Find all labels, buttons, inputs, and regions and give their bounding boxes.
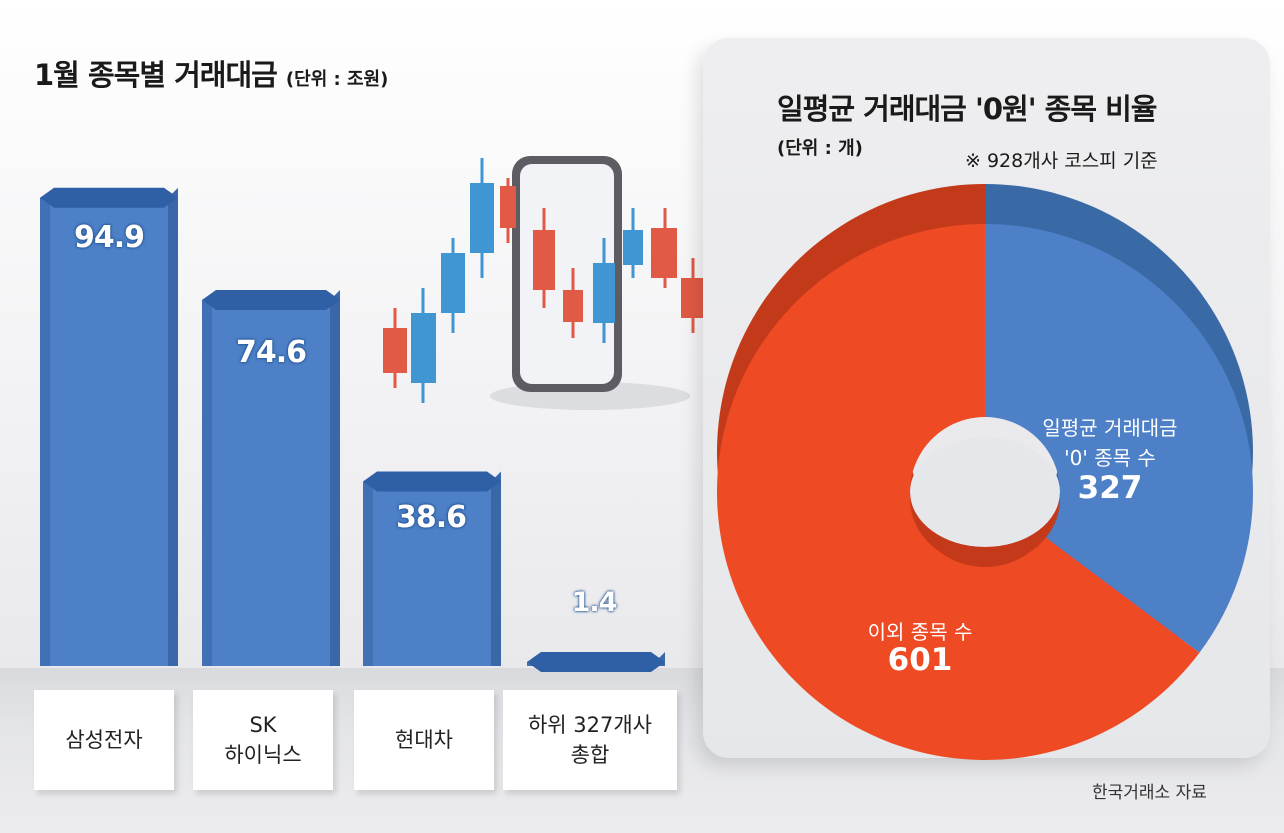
pie-hole [910,437,1060,547]
candle-red [383,328,407,373]
bar-edge [40,197,50,667]
category-label-samsung: 삼성전자 [34,690,174,790]
candlestick-phone-illustration [383,156,703,410]
category-label-line: 총합 [570,743,610,767]
pie-chart-unit: (단위 : 개) [777,138,863,159]
bar-top [202,290,340,311]
bar-side [491,471,501,666]
bar-chart [40,187,665,672]
candle-blue [411,313,436,383]
category-label-sk-hynix: SK 하이닉스 [193,690,333,790]
source-credit: 한국거래소 자료 [1092,783,1207,803]
bar-top [40,187,178,208]
pie-value-zero: 327 [1077,470,1143,506]
bar-value-label: 1.4 [571,587,618,618]
bar-front [40,197,168,667]
pie-label-other-line1: 이외 종목 수 [867,620,973,644]
bar-front [202,300,330,666]
bar-chart-unit: (단위 : 조원) [285,69,389,90]
bar-chart-title-text: 1월 종목별 거래대금 [34,58,278,92]
pie-value-other: 601 [887,642,953,678]
category-label-line: SK [249,713,277,737]
bar-value-label: 38.6 [395,500,467,535]
bar [202,290,340,666]
pie-chart-note: ※ 928개사 코스피 기준 [965,150,1158,172]
pie-label-zero-line1: 일평균 거래대금 [1042,416,1178,440]
candle-red [651,228,677,278]
candle-blue [441,253,465,313]
bar-side [168,187,178,667]
category-label-hyundai: 현대차 [354,690,494,790]
bar-front [363,481,491,666]
pie-slice [985,224,1254,653]
pie-hole-shade [910,492,1060,565]
bar [363,471,501,666]
bar [40,187,178,667]
category-label-line: 현대차 [395,728,453,752]
bar [527,652,665,672]
candle-blue [623,230,643,265]
bar-value-label: 94.9 [73,220,145,255]
bar-side [330,290,340,666]
bar-chart-title: 1월 종목별 거래대금 (단위 : 조원) [34,52,388,94]
bar-value-label: 74.6 [235,335,307,370]
bar-top [527,652,665,672]
candle-red [533,230,555,290]
candle-red [681,278,703,318]
category-label-bottom-327: 하위 327개사 총합 [503,690,677,790]
pie-label-zero-line2: '0' 종목 수 [1064,446,1156,470]
candle-blue [593,263,615,323]
category-label-line: 하위 327개사 [527,713,653,737]
bar-top [363,471,501,492]
pie-slice [717,224,1200,760]
pie-chart-title: 일평균 거래대금 '0원' 종목 비율 [777,92,1157,126]
candle-red [500,186,516,228]
category-label-line: 삼성전자 [65,728,143,752]
bar-edge [363,481,373,666]
candle-blue [470,183,494,253]
candlesticks [383,158,703,403]
candle-red [563,290,583,322]
bar-edge [202,300,212,666]
category-label-line: 하이닉스 [224,743,302,767]
